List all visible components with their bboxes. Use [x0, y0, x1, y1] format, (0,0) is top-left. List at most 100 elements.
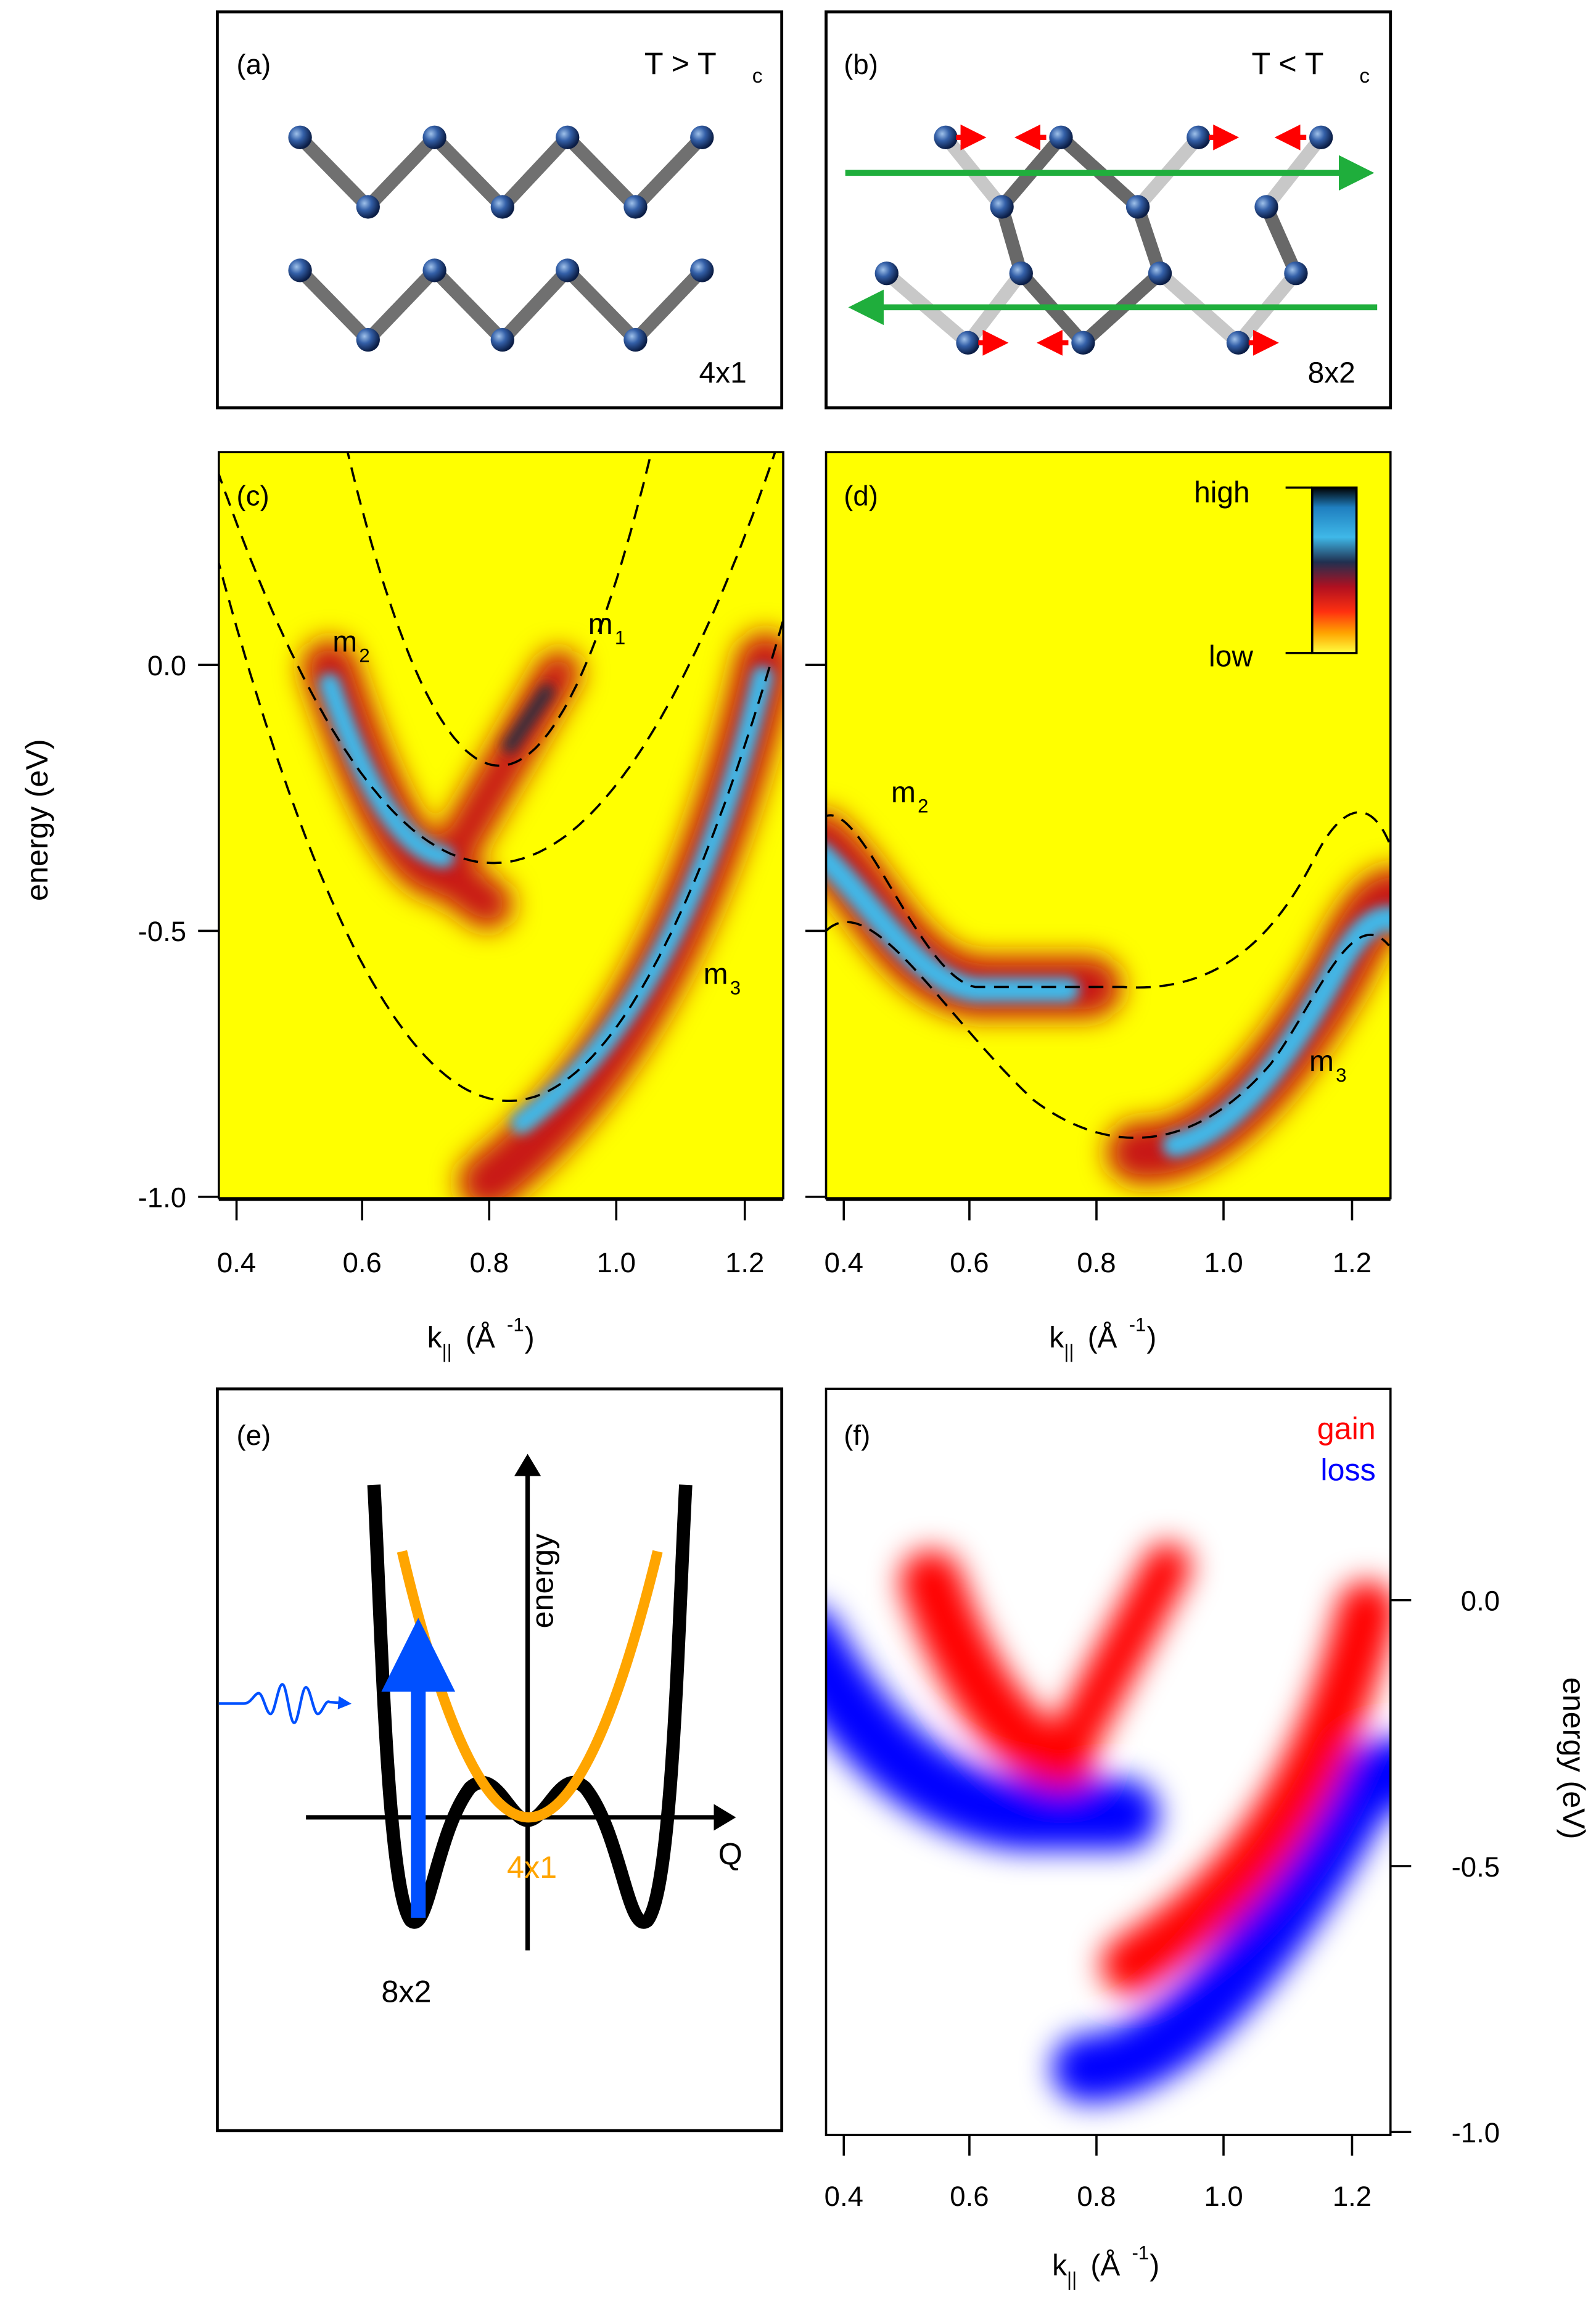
colorbar: high low — [1194, 477, 1358, 673]
panel-d-background — [826, 452, 1391, 1199]
x-axis-label-f: k || (Å -1 ) — [1052, 2242, 1159, 2290]
panel-c-x-axis — [218, 1198, 784, 1221]
y-tick-f-1: -0.5 — [1452, 1851, 1500, 1883]
x-tick-d-4: 1.2 — [1333, 1247, 1372, 1278]
panel-a: (a) T > T c 4x1 — [216, 10, 784, 409]
gain-band-arm — [1040, 1542, 1191, 1782]
shift-arrows — [845, 155, 1378, 326]
svg-text:||: || — [1067, 2268, 1077, 2290]
y-tick-c-0: 0.0 — [147, 650, 186, 681]
svg-text:3: 3 — [1336, 1064, 1346, 1086]
panel-f-label: (f) — [844, 1420, 870, 1451]
panel-c-label: (c) — [237, 480, 269, 511]
x-tick-f-1: 0.6 — [950, 2181, 989, 2212]
svg-text:): ) — [1150, 2250, 1159, 2282]
x-tick-c-4: 1.2 — [725, 1247, 764, 1278]
dashed-curve-lower-d — [826, 921, 1390, 1139]
band-label-m3-c: m 3 — [704, 958, 741, 999]
svg-text:(Å: (Å — [466, 1322, 495, 1354]
x-axis-label-d: k || (Å -1 ) — [1049, 1314, 1156, 1362]
x-tick-c-1: 0.6 — [343, 1247, 382, 1278]
x-tick-d-2: 0.8 — [1077, 1247, 1116, 1278]
energy-axis-label: energy — [524, 1533, 559, 1629]
colorbar-high-label: high — [1194, 477, 1250, 509]
svg-text:2: 2 — [359, 644, 369, 666]
loss-band-left — [826, 1611, 1159, 1850]
atoms-4x1 — [288, 125, 714, 352]
y-tick-f-2: -1.0 — [1452, 2117, 1500, 2149]
x-tick-d-3: 1.0 — [1204, 1247, 1243, 1278]
atoms-8x2 — [874, 125, 1333, 355]
panel-d-dashed-curves — [826, 811, 1391, 1139]
displacement-arrows — [956, 124, 1307, 356]
svg-text:m: m — [1309, 1045, 1334, 1078]
svg-text:||: || — [442, 1341, 452, 1362]
x-tick-c-3: 1.0 — [597, 1247, 636, 1278]
svg-text:k: k — [427, 1322, 443, 1354]
band-label-m2-d: m 2 — [891, 776, 928, 817]
state-8x2-label: 8x2 — [381, 1973, 431, 2009]
legend-gain: gain — [1317, 1411, 1376, 1446]
panel-a-condition-text: T > T — [644, 46, 717, 81]
svg-text:(Å: (Å — [1088, 1322, 1117, 1354]
panel-d-frame — [825, 451, 1392, 1199]
svg-text:1: 1 — [615, 627, 625, 649]
band-label-m2-c: m 2 — [332, 626, 369, 667]
gain-band-right — [1101, 1581, 1391, 1995]
svg-text:k: k — [1049, 1322, 1064, 1354]
y-tick-c-2: -1.0 — [138, 1182, 186, 1213]
panel-c-frame — [218, 451, 784, 1199]
x-tick-c-0: 0.4 — [217, 1247, 256, 1278]
x-tick-f-0: 0.4 — [825, 2181, 863, 2212]
svg-text:): ) — [1146, 1322, 1156, 1354]
panel-c-y-axis — [198, 664, 219, 1198]
panel-f-intensity — [826, 1542, 1391, 2103]
colorbar-low-label: low — [1209, 641, 1253, 673]
light-pulse — [218, 1683, 352, 1724]
state-4x1-label: 4x1 — [507, 1849, 557, 1885]
svg-text:m: m — [891, 776, 916, 809]
colorbar-gradient — [1310, 486, 1358, 654]
svg-text:m: m — [704, 958, 728, 991]
svg-text:): ) — [525, 1322, 535, 1354]
svg-text:k: k — [1052, 2250, 1067, 2282]
x-tick-f-2: 0.8 — [1077, 2181, 1116, 2212]
panel-b-condition-sub: c — [1359, 65, 1370, 88]
band-label-m3-d: m 3 — [1309, 1045, 1346, 1086]
y-tick-c-1: -0.5 — [138, 916, 186, 947]
panel-e-label: (e) — [237, 1420, 271, 1451]
svg-text:-1: -1 — [507, 1314, 524, 1336]
panel-f: (f) gain loss 0.0 -0.5 -1.0 energy (eV) … — [825, 1388, 1592, 2290]
panel-d: (d) m 2 m 3 high low 0.4 — [805, 451, 1392, 1362]
panel-d-label: (d) — [844, 480, 878, 511]
panel-b-condition-text: T < T — [1252, 46, 1324, 81]
band-label-m1-c: m 1 — [588, 608, 625, 649]
q-axis-label: Q — [718, 1836, 742, 1872]
x-tick-d-0: 0.4 — [825, 1247, 863, 1278]
svg-text:-1: -1 — [1132, 2242, 1149, 2263]
panel-b-structure: 8x2 — [1308, 357, 1355, 390]
panel-a-structure: 4x1 — [699, 357, 746, 390]
dashed-curve-m2 — [218, 452, 776, 865]
panel-f-y-axis — [1390, 1598, 1412, 2134]
y-tick-f-0: 0.0 — [1461, 1585, 1500, 1617]
panel-c-dashed-curves — [218, 452, 784, 1102]
svg-text:-1: -1 — [1129, 1314, 1146, 1336]
svg-text:||: || — [1064, 1341, 1074, 1362]
panel-b-label: (b) — [844, 49, 878, 80]
panel-a-condition: T > T c — [644, 46, 763, 88]
x-tick-f-4: 1.2 — [1333, 2181, 1372, 2212]
x-tick-f-3: 1.0 — [1204, 2181, 1243, 2212]
svg-text:3: 3 — [730, 977, 741, 998]
y-axis-label-left: energy (eV) — [19, 739, 54, 901]
panel-e: (e) energy Q 4x1 8x2 — [216, 1387, 784, 2132]
y-axis-label-right: energy (eV) — [1557, 1677, 1592, 1840]
panel-a-condition-sub: c — [752, 65, 763, 88]
svg-text:(Å: (Å — [1090, 2250, 1120, 2282]
svg-text:m: m — [332, 626, 357, 659]
panel-f-x-axis — [826, 2134, 1391, 2156]
legend-loss: loss — [1320, 1452, 1375, 1487]
x-tick-d-1: 0.6 — [950, 1247, 989, 1278]
panel-b-frame — [825, 10, 1392, 409]
